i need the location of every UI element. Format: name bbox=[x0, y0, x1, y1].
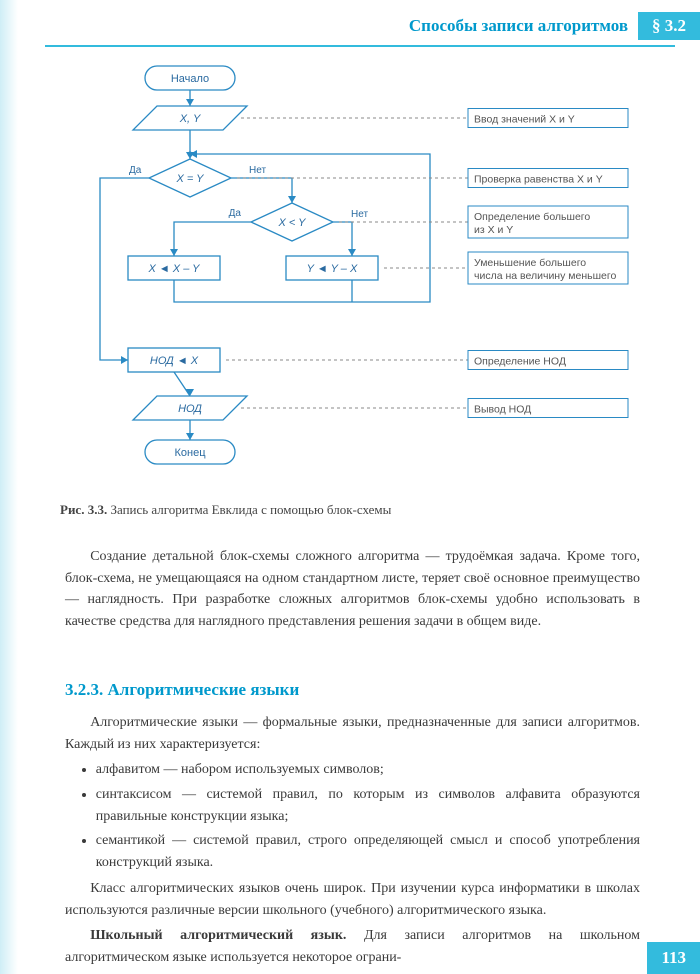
list-item: семантикой — системой правил, строго опр… bbox=[96, 830, 640, 873]
svg-text:Проверка равенства X и Y: Проверка равенства X и Y bbox=[474, 174, 603, 186]
svg-text:Ввод значений X и Y: Ввод значений X и Y bbox=[474, 114, 575, 126]
subheading: 3.2.3. Алгоритмические языки bbox=[65, 680, 299, 700]
svg-text:Уменьшение большего: Уменьшение большего bbox=[474, 257, 586, 269]
svg-text:Да: Да bbox=[129, 165, 142, 176]
para4: Школьный алгоритмический язык. Для запис… bbox=[65, 925, 640, 968]
textbook-page: Способы записи алгоритмов § 3.2 НетДаДаН… bbox=[0, 0, 700, 974]
section-badge: § 3.2 bbox=[638, 12, 700, 40]
svg-text:Нет: Нет bbox=[249, 165, 266, 176]
svg-text:Да: Да bbox=[229, 208, 242, 219]
caption-label: Рис. 3.3. bbox=[60, 502, 107, 517]
svg-text:X, Y: X, Y bbox=[179, 113, 201, 125]
paragraph-block-2: Алгоритмические языки — формальные языки… bbox=[65, 712, 640, 973]
figure-caption: Рис. 3.3. Запись алгоритма Евклида с пом… bbox=[60, 502, 640, 518]
page-number: 113 bbox=[647, 942, 700, 974]
para3: Класс алгоритмических языков очень широк… bbox=[65, 878, 640, 921]
chapter-title: Способы записи алгоритмов bbox=[409, 16, 628, 36]
page-header: Способы записи алгоритмов § 3.2 bbox=[409, 12, 700, 40]
caption-text: Запись алгоритма Евклида с помощью блок-… bbox=[110, 502, 391, 517]
svg-text:X = Y: X = Y bbox=[175, 173, 204, 185]
svg-text:Вывод НОД: Вывод НОД bbox=[474, 404, 531, 416]
svg-text:числа на величину меньшего: числа на величину меньшего bbox=[474, 270, 616, 282]
svg-text:Начало: Начало bbox=[171, 73, 209, 85]
bullet-list: алфавитом — набором используемых символо… bbox=[65, 759, 640, 873]
svg-text:Нет: Нет bbox=[351, 209, 368, 220]
svg-text:Конец: Конец bbox=[174, 447, 206, 459]
page-left-shadow bbox=[0, 0, 18, 974]
para4-lead: Школьный алгоритмический язык. bbox=[90, 928, 346, 943]
svg-text:X < Y: X < Y bbox=[277, 217, 306, 229]
svg-text:Определение НОД: Определение НОД bbox=[474, 356, 566, 368]
list-item: синтаксисом — системой правил, по которы… bbox=[96, 784, 640, 827]
para2-intro: Алгоритмические языки — формальные языки… bbox=[65, 712, 640, 755]
svg-text:НОД ◄ X: НОД ◄ X bbox=[150, 355, 199, 367]
para1-text: Создание детальной блок-схемы сложного а… bbox=[65, 546, 640, 633]
header-rule bbox=[45, 45, 675, 47]
svg-text:из X и Y: из X и Y bbox=[474, 224, 513, 236]
list-item: алфавитом — набором используемых символо… bbox=[96, 759, 640, 781]
paragraph-1: Создание детальной блок-схемы сложного а… bbox=[65, 546, 640, 633]
svg-text:Y ◄ Y – X: Y ◄ Y – X bbox=[307, 263, 358, 275]
svg-text:НОД: НОД bbox=[178, 403, 202, 415]
svg-text:X ◄ X – Y: X ◄ X – Y bbox=[147, 263, 200, 275]
euclid-flowchart: Нет Да Да Нет Начало X, Y X = Y X < Y X ◄ X – Y Y… bbox=[70, 60, 650, 490]
svg-text:Определение большего: Определение большего bbox=[474, 211, 590, 223]
